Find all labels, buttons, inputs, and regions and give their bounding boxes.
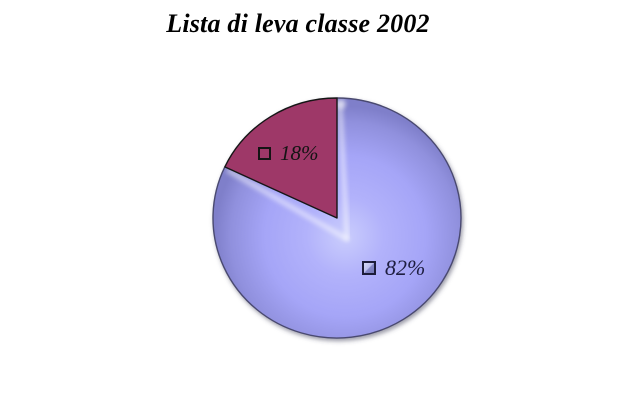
- pie-slice-bevel-highlight: [226, 99, 350, 242]
- chart-title: Lista di leva classe 2002: [166, 9, 430, 38]
- data-label-82: 82%: [362, 257, 425, 279]
- pie-slice-rim: [212, 97, 462, 339]
- data-label-18: 18%: [258, 142, 319, 164]
- pie-slice-18%: [224, 97, 338, 219]
- legend-key-18-icon: [258, 146, 271, 160]
- legend-key-82-icon: [362, 261, 376, 275]
- data-label-18-text: 18%: [280, 140, 319, 165]
- data-label-82-text: 82%: [385, 255, 426, 280]
